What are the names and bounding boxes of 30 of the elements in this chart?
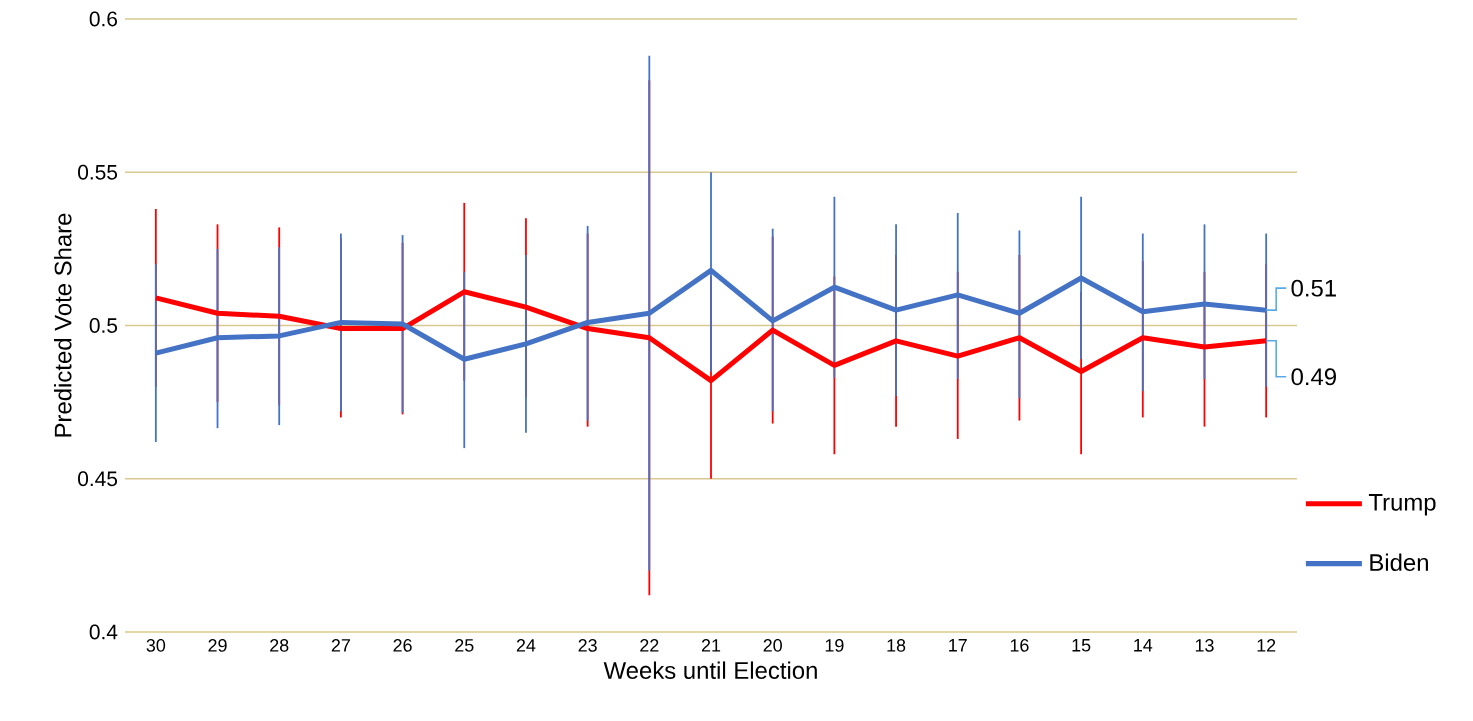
y-tick-label: 0.4 <box>89 624 118 640</box>
x-tick-label: 23 <box>578 639 597 652</box>
x-tick-label: 14 <box>1134 639 1153 652</box>
legend-label: Trump <box>1368 494 1436 516</box>
x-tick-label: 19 <box>825 639 844 652</box>
x-axis-title: Weeks until Election <box>603 661 817 679</box>
x-tick-label: 28 <box>270 639 289 652</box>
y-tick-label: 0.6 <box>89 11 118 27</box>
x-tick-label: 16 <box>1010 639 1029 652</box>
data-label: 0.49 <box>1291 368 1336 386</box>
x-tick-label: 24 <box>516 639 536 652</box>
x-tick-label: 25 <box>455 639 474 652</box>
x-tick-label: 30 <box>146 639 166 652</box>
y-tick-label: 0.55 <box>78 164 118 180</box>
y-tick-label: 0.5 <box>89 318 118 333</box>
x-tick-label: 18 <box>887 639 906 652</box>
x-tick-label: 15 <box>1072 639 1091 652</box>
x-tick-label: 29 <box>208 639 227 652</box>
y-axis-title: Predicted Vote Share <box>54 213 72 437</box>
data-label: 0.51 <box>1291 279 1336 297</box>
x-tick-label: 17 <box>949 639 967 652</box>
legend-label: Biden <box>1370 553 1428 572</box>
x-tick-label: 12 <box>1257 639 1276 652</box>
x-tick-label: 27 <box>331 639 350 652</box>
x-tick-label: 13 <box>1195 639 1214 652</box>
x-tick-label: 21 <box>701 639 721 652</box>
y-tick-label: 0.45 <box>78 471 118 487</box>
x-tick-label: 26 <box>393 639 412 652</box>
x-tick-label: 22 <box>640 639 659 652</box>
x-tick-label: 20 <box>763 639 782 652</box>
